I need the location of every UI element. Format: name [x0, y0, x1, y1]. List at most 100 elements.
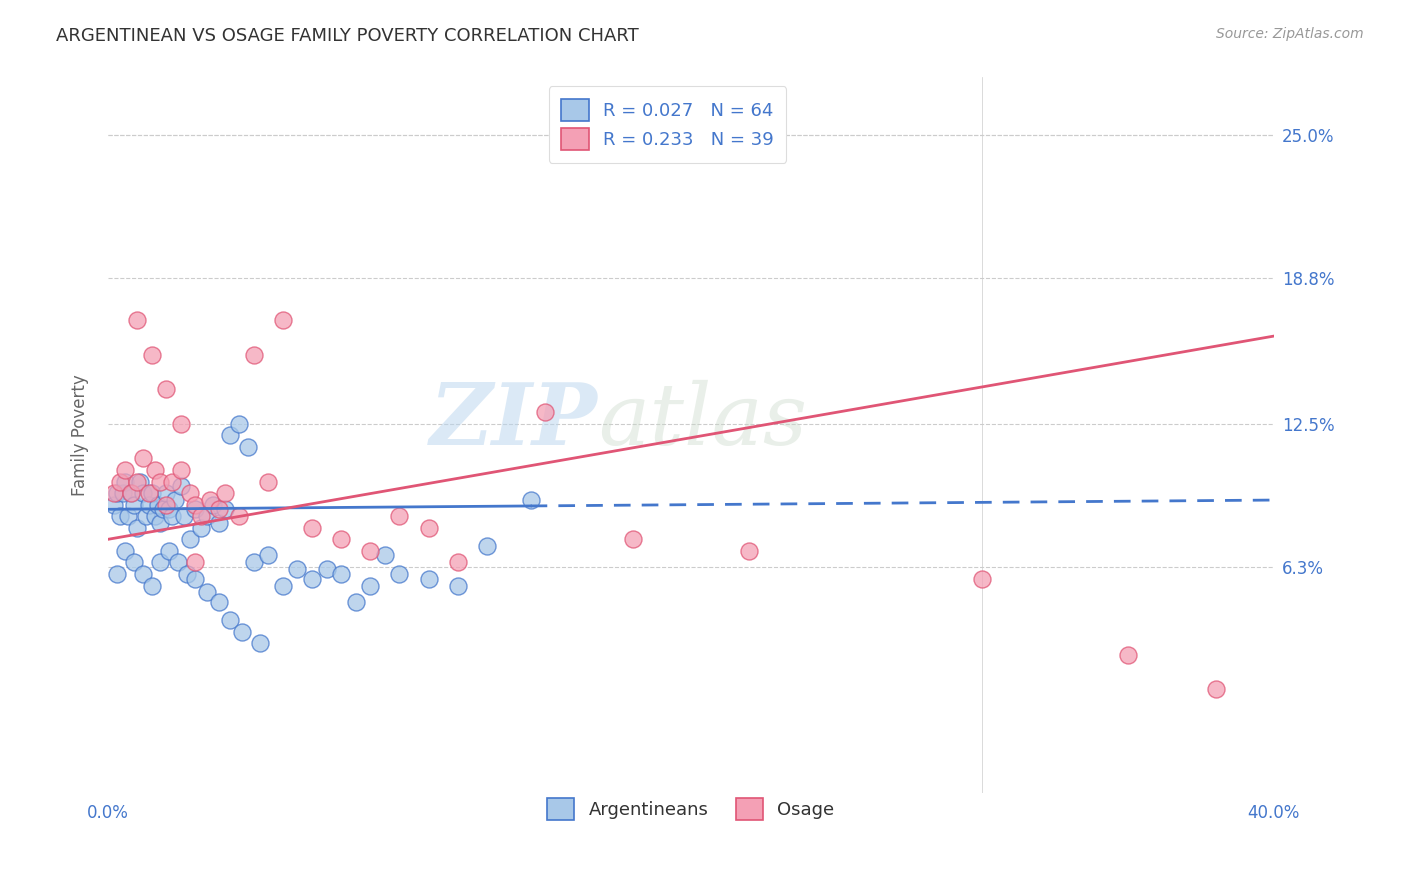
Point [208, 502, 231, 516]
Point [170, 417, 193, 431]
Y-axis label: Family Poverty: Family Poverty [72, 375, 89, 496]
Point [160, 509, 183, 524]
Point [447, 556, 470, 570]
Point [359, 544, 381, 558]
Point [135, 509, 157, 524]
Point [157, 502, 180, 516]
Point [108, 509, 131, 524]
Point [129, 475, 152, 489]
Point [301, 572, 323, 586]
Text: ARGENTINEAN VS OSAGE FAMILY POVERTY CORRELATION CHART: ARGENTINEAN VS OSAGE FAMILY POVERTY CORR… [56, 27, 638, 45]
Point [127, 521, 149, 535]
Point [208, 516, 231, 530]
Point [190, 521, 212, 535]
Point [208, 595, 231, 609]
Point [143, 463, 166, 477]
Text: atlas: atlas [598, 380, 807, 462]
Point [219, 428, 242, 442]
Point [152, 502, 174, 516]
Point [132, 486, 155, 500]
Point [122, 498, 145, 512]
Point [160, 475, 183, 489]
Point [173, 509, 195, 524]
Point [155, 382, 177, 396]
Point [214, 502, 236, 516]
Point [138, 498, 160, 512]
Point [315, 562, 337, 576]
Point [184, 502, 207, 516]
Point [127, 475, 149, 489]
Point [108, 475, 131, 489]
Point [388, 566, 411, 581]
Point [176, 566, 198, 581]
Point [146, 498, 169, 512]
Point [179, 533, 201, 547]
Point [475, 539, 498, 553]
Point [388, 509, 411, 524]
Point [179, 486, 201, 500]
Point [114, 544, 136, 558]
Point [157, 544, 180, 558]
Point [519, 493, 541, 508]
Point [231, 624, 253, 639]
Legend: Argentineans, Osage: Argentineans, Osage [533, 783, 849, 834]
Point [117, 509, 139, 524]
Point [344, 595, 367, 609]
Point [170, 463, 193, 477]
Point [972, 572, 994, 586]
Point [330, 533, 353, 547]
Point [198, 493, 221, 508]
Point [149, 475, 172, 489]
Point [534, 405, 557, 419]
Point [257, 475, 280, 489]
Point [114, 475, 136, 489]
Point [219, 613, 242, 627]
Point [1116, 648, 1139, 662]
Point [132, 566, 155, 581]
Point [170, 479, 193, 493]
Point [287, 562, 309, 576]
Point [155, 486, 177, 500]
Point [418, 572, 440, 586]
Point [103, 498, 125, 512]
Point [242, 556, 264, 570]
Point [149, 516, 172, 530]
Point [114, 463, 136, 477]
Point [1205, 682, 1227, 697]
Point [621, 533, 644, 547]
Point [228, 509, 250, 524]
Point [249, 636, 271, 650]
Point [271, 578, 294, 592]
Text: Source: ZipAtlas.com: Source: ZipAtlas.com [1216, 27, 1364, 41]
Point [141, 347, 163, 361]
Point [105, 566, 128, 581]
Point [105, 486, 128, 500]
Point [122, 556, 145, 570]
Point [738, 544, 761, 558]
Point [236, 440, 259, 454]
Point [374, 549, 396, 563]
Point [190, 509, 212, 524]
Point [201, 498, 224, 512]
Point [301, 521, 323, 535]
Point [155, 498, 177, 512]
Point [143, 509, 166, 524]
Point [214, 486, 236, 500]
Point [138, 486, 160, 500]
Point [447, 578, 470, 592]
Point [257, 549, 280, 563]
Text: ZIP: ZIP [430, 379, 598, 463]
Point [120, 486, 142, 500]
Point [149, 556, 172, 570]
Point [141, 578, 163, 592]
Point [418, 521, 440, 535]
Point [103, 486, 125, 500]
Point [120, 486, 142, 500]
Point [132, 451, 155, 466]
Point [141, 486, 163, 500]
Point [242, 347, 264, 361]
Point [163, 493, 186, 508]
Point [359, 578, 381, 592]
Point [195, 509, 218, 524]
Point [228, 417, 250, 431]
